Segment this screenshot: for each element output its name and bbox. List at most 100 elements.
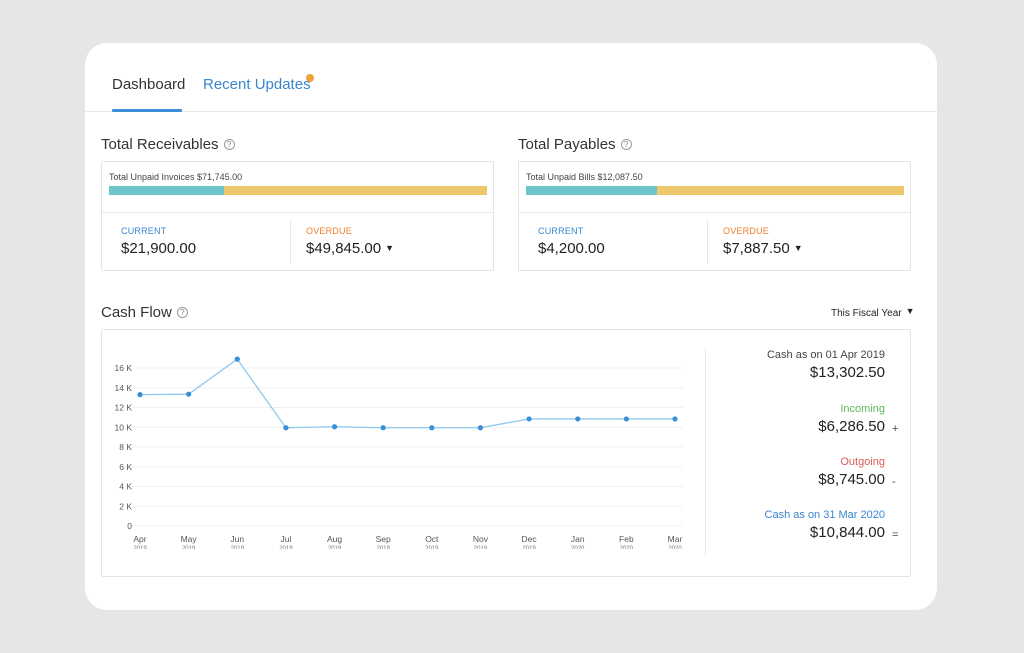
x-tick-month: Mar bbox=[668, 534, 683, 544]
opening-value: $13,302.50 bbox=[809, 364, 885, 381]
data-point[interactable] bbox=[623, 416, 629, 422]
x-tick-month: Apr bbox=[133, 534, 146, 544]
x-tick-month: Oct bbox=[425, 534, 439, 544]
current-amount[interactable]: $4,200.00 bbox=[538, 240, 605, 257]
divider bbox=[290, 220, 291, 264]
x-tick-year: 2019 bbox=[279, 546, 293, 549]
y-tick-label: 8 K bbox=[119, 442, 132, 452]
closing-balance: Cash as on 31 Mar 2020 $10,844.00 bbox=[765, 509, 885, 541]
y-tick-label: 12 K bbox=[115, 403, 133, 413]
x-tick-year: 2019 bbox=[231, 546, 245, 549]
data-point[interactable] bbox=[526, 416, 532, 422]
outgoing-value: $8,745.00 bbox=[818, 471, 885, 488]
caret-down-icon: ▼ bbox=[793, 243, 803, 253]
overdue-amount-dropdown[interactable]: $49,845.00 ▼ bbox=[306, 240, 394, 257]
cashflow-title-text: Cash Flow bbox=[101, 304, 172, 321]
x-tick-year: 2019 bbox=[182, 546, 196, 549]
dashboard-card: Dashboard Recent Updates Total Receivabl… bbox=[85, 43, 937, 610]
period-select[interactable]: This Fiscal Year ▼ bbox=[831, 306, 915, 319]
x-tick-month: Nov bbox=[473, 534, 489, 544]
data-point[interactable] bbox=[283, 425, 289, 431]
payables-title: Total Payables ? bbox=[518, 136, 632, 153]
current-amount[interactable]: $21,900.00 bbox=[121, 240, 197, 257]
payables-title-text: Total Payables bbox=[518, 136, 616, 153]
opening-label: Cash as on 01 Apr 2019 bbox=[766, 349, 885, 361]
y-tick-label: 14 K bbox=[115, 383, 133, 393]
unpaid-bills-label: Total Unpaid Bills $12,087.50 bbox=[526, 172, 643, 182]
data-point[interactable] bbox=[477, 425, 484, 431]
x-tick-month: May bbox=[181, 534, 198, 544]
data-point[interactable] bbox=[137, 392, 143, 398]
data-point[interactable] bbox=[380, 425, 386, 431]
current-label: CURRENT bbox=[538, 226, 584, 236]
active-tab-indicator bbox=[112, 109, 182, 112]
data-point[interactable] bbox=[429, 425, 435, 431]
data-point[interactable] bbox=[331, 424, 338, 430]
y-tick-label: 16 K bbox=[115, 363, 133, 373]
data-point[interactable] bbox=[234, 356, 240, 362]
unpaid-invoices-label: Total Unpaid Invoices $71,745.00 bbox=[109, 172, 243, 182]
receivables-title-text: Total Receivables bbox=[101, 136, 219, 153]
data-point[interactable] bbox=[575, 416, 581, 422]
cashflow-line-chart[interactable]: 0 2 K 4 K 6 K 8 K 10 K 12 K 14 K 16 K Apr 2019 May 2… bbox=[101, 339, 701, 549]
divider bbox=[519, 212, 910, 213]
overdue-amount: $49,845.00 bbox=[306, 240, 382, 257]
overdue-segment bbox=[224, 186, 487, 195]
y-tick-label: 0 bbox=[127, 521, 132, 531]
data-point[interactable] bbox=[186, 391, 192, 397]
x-tick-month: Sep bbox=[376, 534, 391, 544]
x-tick-year: 2020 bbox=[668, 546, 682, 549]
help-icon[interactable]: ? bbox=[620, 139, 632, 150]
plus-sign: + bbox=[892, 423, 899, 435]
tab-recent-updates[interactable]: Recent Updates bbox=[203, 76, 311, 93]
current-segment bbox=[526, 186, 658, 195]
new-badge-icon bbox=[306, 74, 314, 82]
divider bbox=[102, 212, 493, 213]
overdue-amount: $7,887.50 bbox=[723, 240, 790, 257]
incoming-summary: Incoming $6,286.50 bbox=[818, 403, 885, 435]
receivables-progress-bar[interactable] bbox=[109, 186, 487, 195]
receivables-box: Total Unpaid Invoices $71,745.00 CURRENT… bbox=[101, 161, 494, 271]
receivables-title: Total Receivables ? bbox=[101, 136, 235, 153]
overdue-label: OVERDUE bbox=[723, 226, 769, 236]
current-label: CURRENT bbox=[121, 226, 167, 236]
y-tick-label: 2 K bbox=[119, 501, 132, 511]
cashflow-box bbox=[101, 329, 911, 577]
y-tick-label: 4 K bbox=[119, 482, 132, 492]
x-tick-year: 2019 bbox=[133, 546, 147, 549]
data-point[interactable] bbox=[672, 416, 678, 422]
overdue-label: OVERDUE bbox=[306, 226, 352, 236]
caret-down-icon: ▼ bbox=[905, 306, 915, 316]
help-icon[interactable]: ? bbox=[223, 139, 235, 150]
x-tick-month: Dec bbox=[522, 534, 538, 544]
period-select-value: This Fiscal Year bbox=[831, 308, 902, 319]
cashflow-series-line bbox=[139, 358, 675, 429]
tab-dashboard[interactable]: Dashboard bbox=[112, 76, 186, 93]
opening-balance: Cash as on 01 Apr 2019 $13,302.50 bbox=[767, 349, 885, 381]
x-tick-year: 2019 bbox=[425, 546, 439, 549]
closing-value: $10,844.00 bbox=[809, 524, 885, 541]
x-tick-month: Jul bbox=[280, 534, 291, 544]
minus-sign: - bbox=[892, 476, 896, 488]
x-tick-month: Jun bbox=[230, 534, 244, 544]
y-tick-label: 6 K bbox=[119, 462, 132, 472]
divider bbox=[707, 220, 708, 264]
incoming-label: Incoming bbox=[840, 403, 885, 415]
outgoing-summary: Outgoing $8,745.00 bbox=[818, 456, 885, 488]
overdue-amount-dropdown[interactable]: $7,887.50 ▼ bbox=[723, 240, 803, 257]
current-segment bbox=[109, 186, 225, 195]
closing-label: Cash as on 31 Mar 2020 bbox=[764, 509, 885, 521]
tab-bar: Dashboard Recent Updates bbox=[85, 43, 937, 112]
equals-sign: = bbox=[892, 529, 899, 541]
payables-box: Total Unpaid Bills $12,087.50 CURRENT $4… bbox=[518, 161, 911, 271]
help-icon[interactable]: ? bbox=[176, 307, 188, 318]
x-tick-year: 2019 bbox=[377, 546, 391, 549]
payables-progress-bar[interactable] bbox=[526, 186, 904, 195]
y-tick-label: 10 K bbox=[115, 422, 133, 432]
x-tick-year: 2019 bbox=[328, 546, 342, 549]
x-tick-month: Aug bbox=[327, 534, 342, 544]
overdue-segment bbox=[657, 186, 904, 195]
incoming-value: $6,286.50 bbox=[818, 418, 885, 435]
x-tick-year: 2019 bbox=[474, 546, 488, 549]
x-tick-month: Feb bbox=[619, 534, 634, 544]
